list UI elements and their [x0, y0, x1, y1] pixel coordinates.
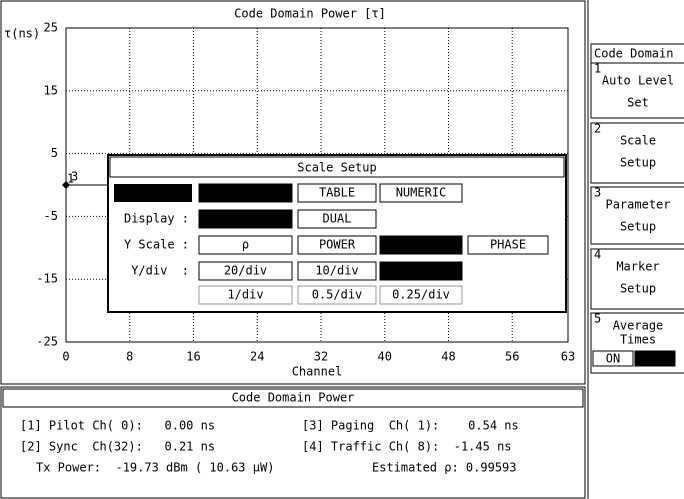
readout-frame: [0, 386, 586, 499]
softkey[interactable]: [590, 186, 684, 245]
option-button[interactable]: [379, 235, 463, 255]
option-label: 10/div: [315, 264, 358, 278]
graph-title: Code Domain Power [τ]: [234, 7, 386, 21]
softkey-number: 5: [594, 312, 601, 326]
option-button[interactable]: [379, 261, 463, 281]
softkey-label: Setup: [620, 282, 656, 296]
y-tick-label: 25: [44, 21, 58, 35]
readout-text: [3] Paging Ch( 1): 0.54 ns: [302, 419, 519, 433]
option-button[interactable]: [297, 235, 377, 255]
option-label: τ: [417, 238, 424, 252]
option-label: POWER: [319, 238, 356, 252]
marker-label: 1: [67, 172, 74, 186]
y-tick-label: 15: [44, 83, 58, 97]
option-button: [297, 285, 377, 305]
option-label: GRAPH: [227, 186, 263, 200]
x-tick-label: 32: [314, 350, 328, 364]
option-label: 20/div: [224, 264, 267, 278]
readout-text: [2] Sync Ch(32): 0.21 ns: [20, 440, 215, 454]
graph-frame: [0, 0, 586, 385]
row-label: Y Scale :: [124, 238, 189, 252]
option-label: NUMERIC: [396, 186, 447, 200]
softkey-label: Setup: [620, 156, 656, 170]
x-tick-label: 56: [505, 350, 519, 364]
x-tick-label: 8: [126, 350, 133, 364]
row-label: Y/div :: [131, 264, 189, 278]
readout-text: Estimated ρ: 0.99593: [372, 461, 517, 475]
softkey-label: Average: [613, 319, 664, 333]
option-label: TABLE: [319, 186, 355, 200]
dialog-title-bar: [109, 156, 565, 178]
readout-title-bar: [2, 388, 584, 408]
softkey[interactable]: [590, 248, 684, 310]
option-label: 0.5/div: [312, 288, 363, 302]
readout-text: [4] Traffic Ch( 8): -1.45 ns: [302, 440, 512, 454]
softkey[interactable]: [590, 62, 684, 119]
row-label: Format :: [131, 186, 189, 200]
option-button[interactable]: [297, 209, 377, 229]
readout-text: Tx Power: -19.73 dBm ( 10.63 μW): [36, 461, 274, 475]
x-tick-label: 63: [561, 350, 575, 364]
softkey-number: 4: [594, 248, 601, 262]
softkey-label: Setup: [620, 220, 656, 234]
label-highlight: [114, 184, 192, 202]
toggle-option[interactable]: [634, 350, 676, 367]
softkey-label: Parameter: [605, 198, 670, 212]
softkey-label: Marker: [616, 260, 659, 274]
y-tick-label: -5: [44, 209, 58, 223]
option-label: DUAL: [323, 212, 352, 226]
toggle-option[interactable]: [592, 350, 634, 367]
option-label: ρ: [242, 238, 249, 252]
option-button[interactable]: [198, 261, 293, 281]
row-label: Display :: [124, 212, 189, 226]
softkey-number: 3: [594, 186, 601, 200]
readout-text: [1] Pilot Ch( 0): 0.00 ns: [20, 419, 215, 433]
dialog-title: Scale Setup: [297, 161, 376, 175]
option-button: [379, 285, 463, 305]
option-button[interactable]: [297, 183, 377, 203]
y-axis-label: τ(ns): [4, 27, 40, 41]
softkey[interactable]: [590, 122, 684, 184]
softkey-label: Scale: [620, 134, 656, 148]
x-tick-label: 48: [441, 350, 455, 364]
marker: [62, 181, 70, 189]
x-axis-label: Channel: [292, 365, 343, 379]
option-button[interactable]: [198, 209, 293, 229]
option-label: SINGLE: [224, 212, 267, 226]
option-button[interactable]: [467, 235, 549, 255]
x-tick-label: 24: [250, 350, 264, 364]
y-tick-label: -15: [36, 272, 58, 286]
marker-label: 3: [71, 170, 78, 184]
option-button: [198, 285, 293, 305]
toggle-label: ON: [606, 352, 620, 366]
softkey-label: Times: [620, 333, 656, 347]
x-tick-label: 40: [378, 350, 392, 364]
softkey-number: 1: [594, 62, 601, 76]
option-button[interactable]: [297, 261, 377, 281]
option-button[interactable]: [198, 183, 293, 203]
y-tick-label: -25: [36, 335, 58, 349]
option-button[interactable]: [198, 235, 293, 255]
softkey-label: Auto Level: [602, 74, 674, 88]
option-label: 0.25/div: [392, 288, 450, 302]
option-button[interactable]: [379, 183, 463, 203]
y-tick-label: 5: [51, 146, 58, 160]
option-label: PHASE: [490, 238, 526, 252]
option-label: 5/div: [403, 264, 439, 278]
readout-title: Code Domain Power: [232, 391, 355, 405]
softkey-number: 2: [594, 122, 601, 136]
toggle-label: OFF: [644, 352, 666, 366]
option-label: 1/div: [227, 288, 263, 302]
x-tick-label: 0: [62, 350, 69, 364]
softkey-label: Set: [627, 96, 649, 110]
softkey-header-text: Code Domain: [594, 47, 673, 61]
x-tick-label: 16: [186, 350, 200, 364]
